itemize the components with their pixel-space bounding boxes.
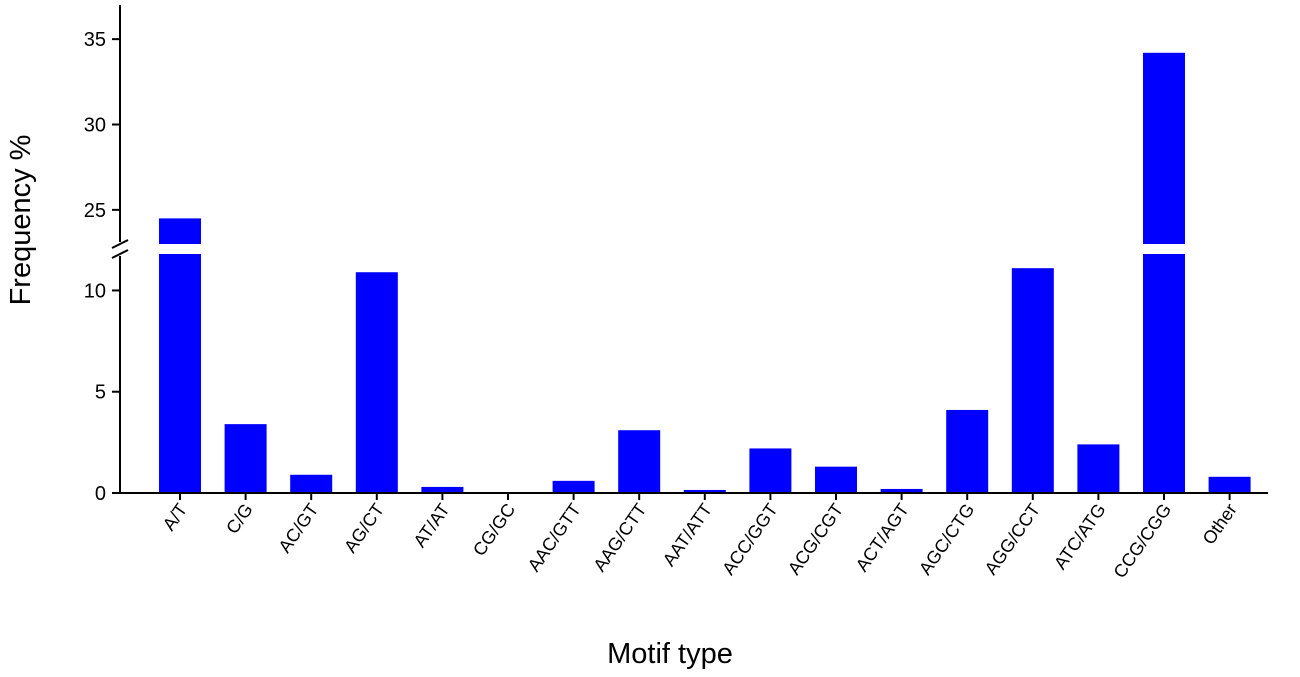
x-tick-label-13: AGG/CCT bbox=[981, 500, 1044, 579]
bar-10 bbox=[815, 466, 857, 493]
x-tick-label-16: Other bbox=[1199, 500, 1241, 548]
bar-12 bbox=[946, 409, 989, 493]
y-tick-label-lower-1: 5 bbox=[95, 382, 106, 404]
bar-15-upper bbox=[1143, 52, 1185, 244]
bar-1 bbox=[224, 424, 267, 493]
bar-0 bbox=[159, 254, 201, 493]
x-tick-label-0: A/T bbox=[159, 500, 191, 534]
x-tick-label-15: CCG/CGG bbox=[1110, 500, 1176, 582]
bar-0-upper bbox=[159, 218, 201, 244]
x-tick-label-7: AAG/CTT bbox=[589, 500, 650, 575]
x-tick-label-2: AC/GT bbox=[275, 500, 323, 557]
x-tick-label-5: CG/GC bbox=[469, 500, 519, 560]
x-tick-label-14: ATC/ATG bbox=[1050, 500, 1110, 573]
bars-layer bbox=[159, 52, 1251, 493]
x-tick-label-3: AG/CT bbox=[340, 500, 388, 557]
x-tick-label-12: AGC/CTG bbox=[915, 500, 978, 579]
x-tick-label-10: ACG/CGT bbox=[784, 500, 847, 579]
y-tick-label-lower-2: 10 bbox=[84, 280, 106, 302]
x-tick-label-9: ACC/GGT bbox=[718, 500, 781, 579]
bar-15 bbox=[1143, 254, 1185, 493]
bar-11 bbox=[880, 488, 923, 493]
y-tick-label-upper-1: 30 bbox=[84, 115, 106, 137]
y-tick-label-upper-0: 25 bbox=[84, 200, 106, 222]
axis-break-mark-upper bbox=[111, 239, 129, 249]
x-tick-label-6: AAC/GTT bbox=[524, 500, 585, 575]
y-tick-label-lower-0: 0 bbox=[95, 483, 106, 505]
bar-14 bbox=[1077, 444, 1120, 493]
y-ticks-layer: 0 5 10 25 30 35 bbox=[84, 29, 120, 505]
y-axis-title: Frequency % bbox=[5, 135, 37, 306]
x-tick-label-8: AAT/ATT bbox=[659, 500, 716, 570]
axis-break-mark-lower bbox=[111, 249, 129, 259]
bar-2 bbox=[290, 474, 333, 493]
x-tick-label-1: C/G bbox=[222, 500, 257, 538]
bar-6 bbox=[552, 480, 595, 493]
x-tick-label-11: ACT/AGT bbox=[852, 500, 913, 575]
bar-16 bbox=[1208, 476, 1251, 493]
y-tick-label-upper-2: 35 bbox=[84, 29, 106, 51]
bar-9 bbox=[749, 448, 792, 493]
x-axis-title: Motif type bbox=[607, 638, 733, 670]
bar-7 bbox=[618, 430, 661, 493]
x-tick-label-4: AT/AT bbox=[410, 500, 454, 551]
axes-layer bbox=[111, 5, 1268, 494]
bar-4 bbox=[421, 486, 464, 493]
bar-3 bbox=[355, 272, 398, 493]
bar-8 bbox=[683, 489, 726, 493]
x-tick-labels-layer: A/T C/G AC/GT AG/CT AT/AT CG/GC AAC/GTT AAG/CTT… bbox=[159, 493, 1241, 582]
bar-13 bbox=[1011, 268, 1054, 493]
